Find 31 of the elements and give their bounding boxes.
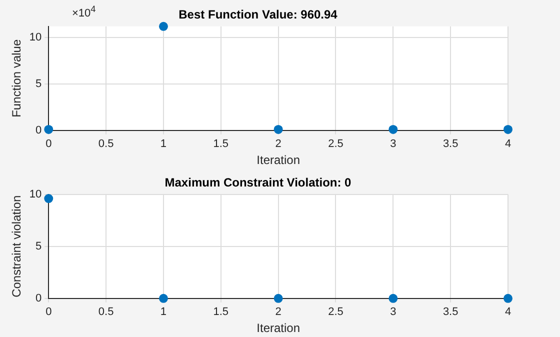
x-tick-label: 4 — [504, 138, 512, 150]
x-tick-label: 1 — [160, 306, 167, 318]
chart-title: Maximum Constraint Violation: 0 — [164, 176, 352, 190]
x-tick-label: 3.5 — [442, 306, 458, 318]
x-tick-label: 2.5 — [328, 306, 344, 318]
x-tick-label: 2 — [275, 306, 282, 318]
x-tick-label: 1 — [160, 138, 167, 150]
x-tick-label: 3 — [390, 306, 396, 318]
x-tick-label: 0.5 — [98, 138, 114, 150]
x-tick-label: 1.5 — [213, 306, 229, 318]
y-tick-label: 0 — [36, 124, 42, 136]
text: ×10$^{4}$ — [72, 4, 96, 20]
x-tick-label: 0.5 — [98, 306, 114, 318]
y-tick-label: 0 — [36, 292, 42, 304]
x-tick-label: 2 — [275, 138, 282, 150]
x-tick-label: 2.5 — [328, 138, 344, 150]
x-tick-label: 3.5 — [442, 138, 458, 150]
y-tick-label: 10 — [29, 32, 42, 44]
y-axis-title: Function value — [10, 39, 24, 118]
x-axis-title: Iteration — [256, 321, 300, 336]
x-tick-label: 0 — [46, 306, 52, 318]
y-axis-title: Constraint violation — [10, 195, 24, 298]
chart-title: Best Function Value: 960.94 — [178, 8, 338, 22]
y-tick-label: 5 — [36, 78, 42, 90]
x-tick-label: 0 — [46, 138, 52, 150]
x-tick-label: 1.5 — [213, 138, 229, 150]
x-tick-label: 4 — [504, 306, 512, 318]
x-axis-title: Iteration — [256, 153, 300, 168]
x-tick-label: 3 — [390, 138, 396, 150]
y-tick-label: 10 — [29, 188, 42, 200]
y-tick-label: 5 — [36, 240, 42, 252]
